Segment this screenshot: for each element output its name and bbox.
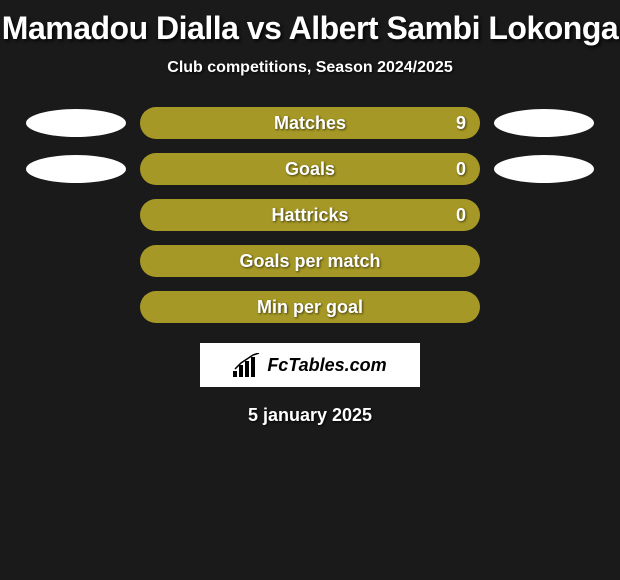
stat-bar: Goals 0: [140, 153, 480, 185]
stat-bar: Goals per match: [140, 245, 480, 277]
logo-box: FcTables.com: [200, 343, 420, 387]
stat-label: Goals: [140, 159, 480, 180]
stat-bar: Matches 9: [140, 107, 480, 139]
stat-row: Hattricks 0: [0, 199, 620, 231]
comparison-date: 5 january 2025: [0, 405, 620, 426]
stat-label: Goals per match: [140, 251, 480, 272]
stat-row: Min per goal: [0, 291, 620, 323]
comparison-subtitle: Club competitions, Season 2024/2025: [0, 59, 620, 77]
stat-bar: Min per goal: [140, 291, 480, 323]
left-ellipse: [26, 109, 126, 137]
left-ellipse: [26, 155, 126, 183]
stats-chart: Matches 9 Goals 0 Hattricks 0 Goals per …: [0, 107, 620, 323]
stat-row: Goals 0: [0, 153, 620, 185]
stat-row: Goals per match: [0, 245, 620, 277]
stat-label: Min per goal: [140, 297, 480, 318]
stat-label: Matches: [140, 113, 480, 134]
fctables-icon: [233, 353, 261, 377]
right-ellipse: [494, 155, 594, 183]
logo-container: FcTables.com: [0, 343, 620, 387]
stat-value: 0: [456, 159, 466, 180]
right-ellipse: [494, 109, 594, 137]
logo-text: FcTables.com: [267, 355, 386, 376]
stat-value: 9: [456, 113, 466, 134]
comparison-title: Mamadou Dialla vs Albert Sambi Lokonga: [0, 10, 620, 47]
stat-bar: Hattricks 0: [140, 199, 480, 231]
stat-value: 0: [456, 205, 466, 226]
stat-label: Hattricks: [140, 205, 480, 226]
stat-row: Matches 9: [0, 107, 620, 139]
